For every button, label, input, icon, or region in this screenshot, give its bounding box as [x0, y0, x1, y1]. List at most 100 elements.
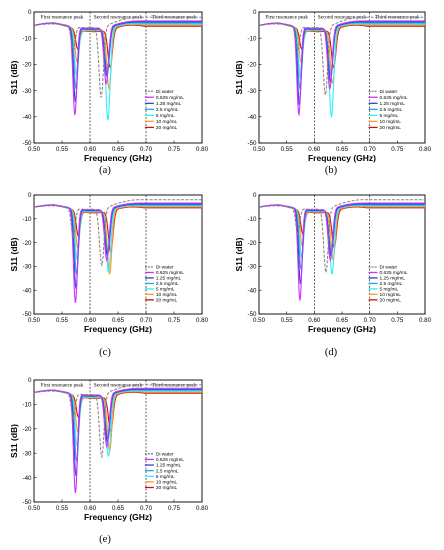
y-tick-label: -20: [23, 62, 33, 69]
series-group: [34, 384, 202, 494]
x-tick-label: 0.60: [84, 317, 97, 324]
legend-label: 1.25 mg/mL: [156, 276, 182, 282]
y-tick-label: -30: [248, 88, 258, 95]
y-tick-label: 0: [28, 377, 32, 384]
legend-label: 20 mg/mL: [380, 298, 402, 304]
y-tick-label: -20: [23, 426, 33, 433]
series-group: [259, 199, 425, 301]
y-tick-label: -40: [248, 114, 258, 121]
legend-label: 0.625 mg/mL: [156, 270, 184, 276]
y-tick-label: -10: [248, 216, 258, 223]
x-tick-label: 0.60: [84, 505, 97, 512]
x-tick-label: 0.80: [419, 146, 432, 153]
legend-label: Di water: [380, 89, 398, 95]
series-group: [259, 16, 425, 118]
x-tick-label: 0.50: [253, 317, 266, 324]
legend-label: 5 mg/mL: [156, 113, 175, 119]
region-label: Third resonance peak: [375, 15, 420, 21]
legend-label: 20 mg/mL: [156, 298, 178, 304]
series-line-di-water: [34, 16, 202, 98]
series-line-di-water: [34, 384, 202, 459]
y-tick-label: -10: [23, 35, 33, 42]
x-tick-label: 0.80: [196, 505, 209, 512]
plot-frame: [33, 379, 203, 503]
chart-panel-4: 0 -10 -20 -30 -40 -500.50 0.55 0.60 0.65 0.70 0.75…: [234, 192, 432, 334]
x-tick-label: 0.65: [112, 317, 125, 324]
y-axis-label: S11 (dB): [9, 60, 19, 94]
legend-label: 10 mg/mL: [156, 292, 178, 298]
x-axis-label: Frequency (GHz): [308, 153, 376, 163]
x-tick-label: 0.80: [196, 146, 209, 153]
series-line-di-water: [259, 16, 425, 95]
y-tick-label: -30: [248, 264, 258, 271]
panel-label: (d): [325, 347, 338, 358]
y-axis-label: S11 (dB): [9, 237, 19, 271]
legend-label: Di water: [156, 265, 174, 271]
legend-label: 2.5 mg/mL: [156, 468, 179, 474]
legend-label: 5 mg/mL: [380, 113, 399, 119]
x-tick-label: 0.75: [391, 146, 404, 153]
x-tick-label: 0.60: [308, 146, 321, 153]
series-line-di-water: [34, 199, 202, 267]
legend-label: 0.625 mg/mL: [156, 457, 184, 463]
y-tick-label: -50: [248, 311, 258, 318]
x-tick-label: 0.75: [168, 505, 181, 512]
y-tick-label: 0: [28, 192, 32, 199]
region-label: Third resonance peak: [152, 383, 197, 389]
y-tick-label: -30: [23, 88, 33, 95]
legend-label: 1.25 mg/mL: [156, 101, 182, 107]
x-tick-label: 0.70: [140, 146, 153, 153]
x-tick-label: 0.60: [308, 317, 321, 324]
x-tick-label: 0.55: [56, 146, 69, 153]
y-tick-label: 0: [253, 192, 257, 199]
series-line-di-water: [259, 199, 425, 275]
y-tick-label: -10: [23, 402, 33, 409]
x-tick-label: 0.65: [112, 146, 125, 153]
legend-label: 5 mg/mL: [380, 287, 399, 293]
region-label: Second resonance peak: [94, 383, 143, 389]
panel-label: (e): [99, 534, 111, 545]
y-tick-label: -20: [248, 240, 258, 247]
region-label: First resonance peak: [265, 15, 308, 21]
chart-panel-3: 0 -10 -20 -30 -40 -500.50 0.55 0.60 0.65 0.70 0.75…: [9, 192, 209, 334]
y-tick-label: -50: [23, 311, 33, 318]
legend-label: 10 mg/mL: [380, 292, 402, 298]
y-tick-label: -40: [23, 475, 33, 482]
y-tick-label: -50: [23, 499, 33, 506]
legend-label: Di water: [380, 265, 398, 271]
legend-label: 10 mg/mL: [156, 119, 178, 125]
x-tick-label: 0.70: [140, 505, 153, 512]
y-tick-label: -20: [23, 240, 33, 247]
plot-frame: [258, 11, 426, 144]
x-axis-label: Frequency (GHz): [84, 512, 152, 522]
legend-label: 10 mg/mL: [380, 119, 402, 125]
x-tick-label: 0.50: [253, 146, 266, 153]
x-axis-label: Frequency (GHz): [84, 324, 152, 334]
x-axis-label: Frequency (GHz): [84, 153, 152, 163]
y-tick-label: -10: [248, 35, 258, 42]
series-group: [34, 16, 202, 121]
x-tick-label: 0.70: [364, 317, 377, 324]
legend-label: Di water: [156, 89, 174, 95]
y-axis-label: S11 (dB): [9, 424, 19, 458]
legend-label: 1.25 mg/mL: [380, 276, 406, 282]
legend-label: Di water: [156, 452, 174, 458]
y-tick-label: -30: [23, 264, 33, 271]
x-tick-label: 0.55: [56, 317, 69, 324]
legend-label: 10 mg/mL: [156, 480, 178, 486]
legend-label: 1.25 mg/mL: [156, 463, 182, 469]
legend-label: 2.5 mg/mL: [380, 107, 403, 113]
x-tick-label: 0.80: [419, 317, 432, 324]
plot-frame: [33, 194, 203, 315]
y-tick-label: 0: [28, 9, 32, 16]
chart-panel-5: First resonance peak Second resonance pea…: [9, 377, 209, 522]
legend-label: 5 mg/mL: [156, 287, 175, 293]
series-group: [34, 199, 202, 303]
region-label: First resonance peak: [41, 15, 84, 21]
y-tick-label: -30: [23, 450, 33, 457]
plot-frame: [33, 11, 203, 144]
legend-label: 20 mg/mL: [156, 485, 178, 491]
panel-label: (c): [99, 347, 111, 358]
y-tick-label: 0: [253, 9, 257, 16]
